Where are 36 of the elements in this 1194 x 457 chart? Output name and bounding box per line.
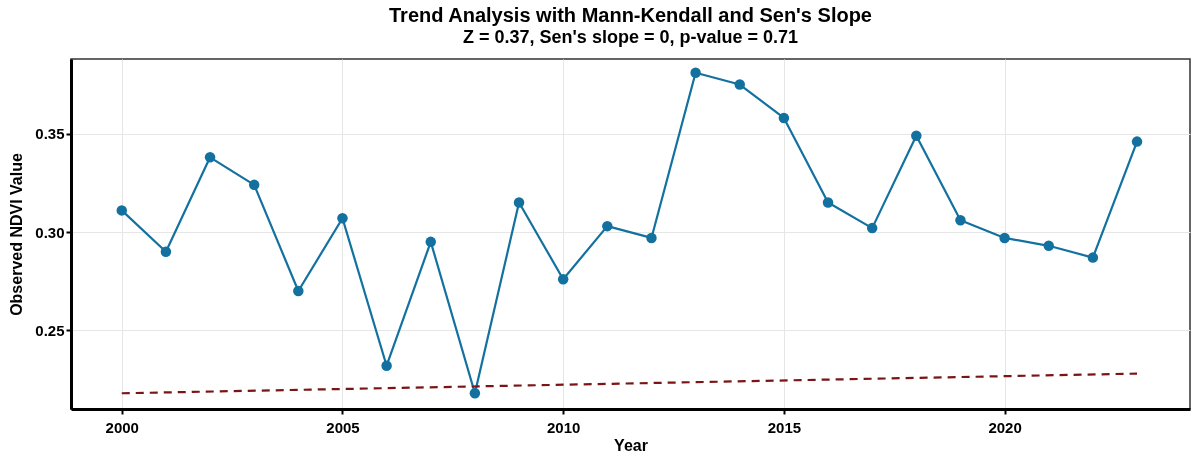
x-tick-label: 2005 [326, 418, 360, 436]
point [116, 205, 128, 216]
point [381, 360, 392, 371]
y-tick-label: 0.25 [35, 321, 65, 339]
point [160, 246, 172, 257]
point [778, 112, 790, 124]
point [1087, 252, 1099, 263]
point [425, 236, 436, 248]
point [602, 220, 613, 232]
point [557, 273, 569, 285]
point [1043, 240, 1054, 252]
chart-subtitle: Z = 0.37, Sen's slope = 0, p-value = 0.71 [463, 27, 798, 47]
point [293, 285, 304, 297]
point [337, 213, 348, 224]
point [204, 152, 216, 163]
point [469, 388, 481, 399]
point [955, 215, 966, 226]
x-axis-title: Year [614, 436, 648, 454]
point [690, 67, 701, 78]
point [734, 79, 745, 90]
x-tick-label: 2000 [105, 418, 139, 436]
point [646, 232, 657, 244]
y-axis-title: Observed NDVI Value [8, 153, 26, 316]
point [248, 179, 260, 191]
x-tick-label: 2010 [547, 418, 581, 436]
point [866, 222, 878, 234]
y-tick-label: 0.30 [35, 223, 65, 241]
x-tick-label: 2020 [988, 418, 1022, 436]
point [822, 197, 834, 208]
x-tick-label: 2015 [767, 418, 802, 436]
y-tick-label: 0.35 [35, 125, 65, 143]
point [911, 130, 922, 141]
point [999, 232, 1010, 244]
chart-title: Trend Analysis with Mann-Kendall and Sen's Slope [389, 4, 872, 26]
point [513, 197, 525, 208]
point [1131, 136, 1143, 147]
